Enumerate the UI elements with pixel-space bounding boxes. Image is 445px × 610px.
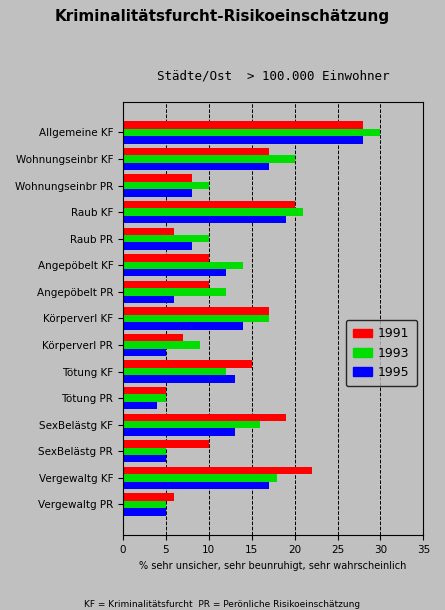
Bar [123,342,200,349]
Bar [123,262,243,269]
Bar [123,235,209,243]
Bar [123,508,166,515]
Bar [123,182,209,189]
Bar [123,288,226,296]
Bar [123,163,269,170]
Legend: 1991, 1993, 1995: 1991, 1993, 1995 [345,320,417,386]
Title: Städte/Ost  > 100.000 Einwohner: Städte/Ost > 100.000 Einwohner [157,70,389,82]
Bar [123,201,295,209]
Bar [123,189,192,197]
Bar [123,174,192,182]
Bar [123,148,269,156]
Bar [123,402,157,409]
Bar [123,243,192,250]
Bar [123,421,260,428]
Bar [123,296,174,303]
Bar [123,121,363,129]
Bar [123,455,166,462]
Bar [123,254,209,262]
Bar [123,395,166,402]
Bar [123,269,226,276]
Bar [123,156,295,163]
Bar [123,474,278,482]
Bar [123,387,166,395]
Bar [123,349,166,356]
Bar [123,361,252,368]
Bar [123,501,166,508]
Bar [123,375,235,382]
Bar [123,315,269,322]
Bar [123,368,226,375]
Bar [123,428,235,436]
X-axis label: % sehr unsicher, sehr beunruhigt, sehr wahrscheinlich: % sehr unsicher, sehr beunruhigt, sehr w… [139,561,407,570]
Bar [123,307,269,315]
Bar [123,448,166,455]
Bar [123,216,286,223]
Bar [123,209,303,216]
Bar [123,482,269,489]
Text: KF = Kriminalitätsfurcht  PR = Perönliche Risikoeinschätzung: KF = Kriminalitätsfurcht PR = Perönliche… [85,600,360,609]
Text: Kriminalitätsfurcht-Risikoeinschätzung: Kriminalitätsfurcht-Risikoeinschätzung [55,9,390,24]
Bar [123,136,363,143]
Bar [123,322,243,329]
Bar [123,228,174,235]
Bar [123,467,312,474]
Bar [123,440,209,448]
Bar [123,414,286,421]
Bar [123,334,183,342]
Bar [123,281,209,288]
Bar [123,129,380,136]
Bar [123,493,174,501]
